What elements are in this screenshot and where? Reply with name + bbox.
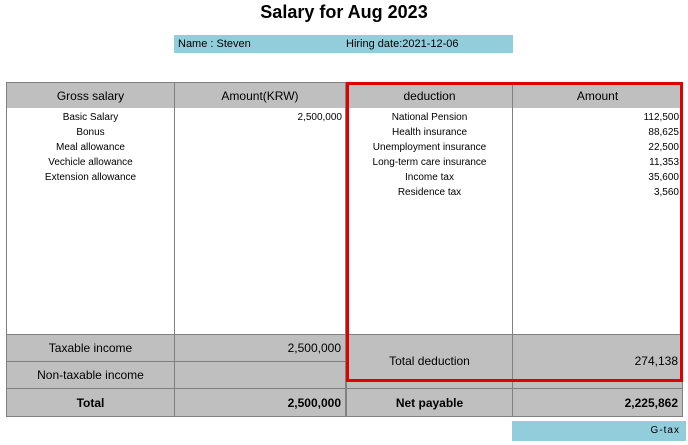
deduction-item: Unemployment insurance <box>372 142 487 153</box>
earning-amount <box>175 170 342 185</box>
deduction-amount: 35,600 <box>648 172 679 183</box>
net-payable-value: 2,225,862 <box>624 396 678 410</box>
header-deduction: deduction <box>346 82 513 109</box>
deduction-item: National Pension <box>391 112 468 123</box>
earning-item: Basic Salary <box>62 112 119 123</box>
employee-name: Name : Steven <box>178 38 251 50</box>
total-deduction-value-cell: 274,138 <box>512 334 683 389</box>
earning-amount: 2,500,000 <box>297 112 343 123</box>
header-gross-salary: Gross salary <box>6 82 175 109</box>
deduction-amount: 3,560 <box>653 187 679 198</box>
earning-item: Vechicle allowance <box>48 157 133 168</box>
page-title: Salary for Aug 2023 <box>260 2 428 22</box>
taxable-income-value-cell: 2,500,000 <box>174 334 346 362</box>
deduction-item: Health insurance <box>391 127 468 138</box>
earning-amount <box>175 155 342 170</box>
non-taxable-income-label: Non-taxable income <box>37 368 144 382</box>
gtax-footer-tag: G-tax <box>512 421 686 441</box>
earning-item: Extension allowance <box>44 172 137 183</box>
non-taxable-income-label-cell: Non-taxable income <box>6 361 175 389</box>
header-amount: Amount <box>512 82 683 109</box>
earning-item: Bonus <box>76 127 105 138</box>
deduction-amounts-column: 112,500 88,625 22,500 11,353 35,600 3,56… <box>512 108 683 335</box>
taxable-income-label-cell: Taxable income <box>6 334 175 362</box>
deduction-amount: 11,353 <box>649 157 679 168</box>
deduction-amount: 112,500 <box>643 112 679 123</box>
total-deduction-value: 274,138 <box>634 354 678 368</box>
employee-info-bar: Name : Steven Hiring date:2021-12-06 <box>174 35 513 53</box>
total-deduction-label: Total deduction <box>389 354 470 368</box>
taxable-income-label: Taxable income <box>48 341 133 355</box>
total-label-cell: Total <box>6 388 175 417</box>
net-payable-value-cell: 2,225,862 <box>512 388 683 417</box>
total-value-cell: 2,500,000 <box>174 388 346 417</box>
hiring-date: Hiring date:2021-12-06 <box>346 38 459 50</box>
net-payable-label-cell: Net payable <box>346 388 513 417</box>
total-label: Total <box>76 396 105 410</box>
deduction-item: Income tax <box>405 172 454 183</box>
total-value: 2,500,000 <box>287 396 341 410</box>
earning-item: Meal allowance <box>56 142 125 153</box>
header-amount-krw: Amount(KRW) <box>174 82 346 109</box>
deduction-items-column: National Pension Health insurance Unempl… <box>346 108 513 335</box>
net-payable-label: Net payable <box>395 396 464 410</box>
deduction-amount: 88,625 <box>648 127 679 138</box>
earnings-items-column: Basic Salary Bonus Meal allowance Vechic… <box>6 108 175 335</box>
total-deduction-label-cell: Total deduction <box>346 334 513 389</box>
earning-amount <box>175 140 342 155</box>
earnings-amounts-column: 2,500,000 <box>174 108 346 335</box>
deduction-amount: 22,500 <box>648 142 679 153</box>
deduction-item: Long-term care insurance <box>372 157 487 168</box>
taxable-income-value: 2,500,000 <box>287 341 341 355</box>
deduction-item: Residence tax <box>397 187 462 198</box>
earning-amount <box>175 125 342 140</box>
non-taxable-income-value-cell <box>174 361 346 389</box>
